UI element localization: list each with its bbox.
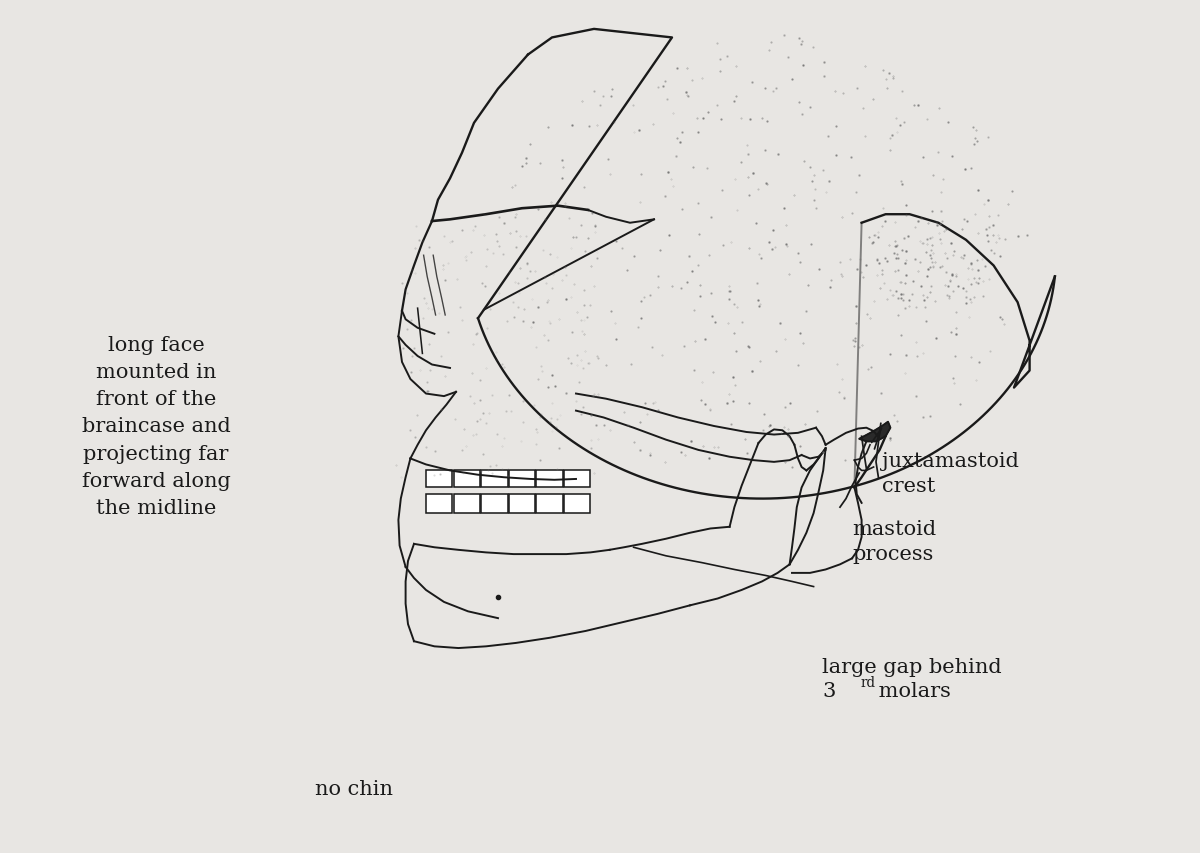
Text: no chin: no chin — [314, 780, 394, 798]
Text: molars: molars — [872, 682, 952, 700]
Text: rd: rd — [860, 676, 876, 689]
Bar — [536, 495, 563, 514]
Text: mastoid
process: mastoid process — [852, 519, 936, 564]
Bar — [564, 471, 590, 488]
Text: juxtamastoid
crest: juxtamastoid crest — [882, 451, 1019, 496]
Polygon shape — [859, 422, 890, 442]
Bar — [509, 495, 535, 514]
Bar — [509, 471, 535, 488]
Bar — [426, 471, 452, 488]
Text: large gap behind: large gap behind — [822, 658, 1002, 676]
Bar — [426, 495, 452, 514]
Bar — [481, 495, 508, 514]
Bar — [564, 495, 590, 514]
Bar — [454, 471, 480, 488]
Bar — [536, 471, 563, 488]
Bar — [454, 495, 480, 514]
Text: 3: 3 — [822, 682, 835, 700]
Text: long face
mounted in
front of the
braincase and
projecting far
forward along
the: long face mounted in front of the brainc… — [82, 335, 230, 518]
Bar — [481, 471, 508, 488]
